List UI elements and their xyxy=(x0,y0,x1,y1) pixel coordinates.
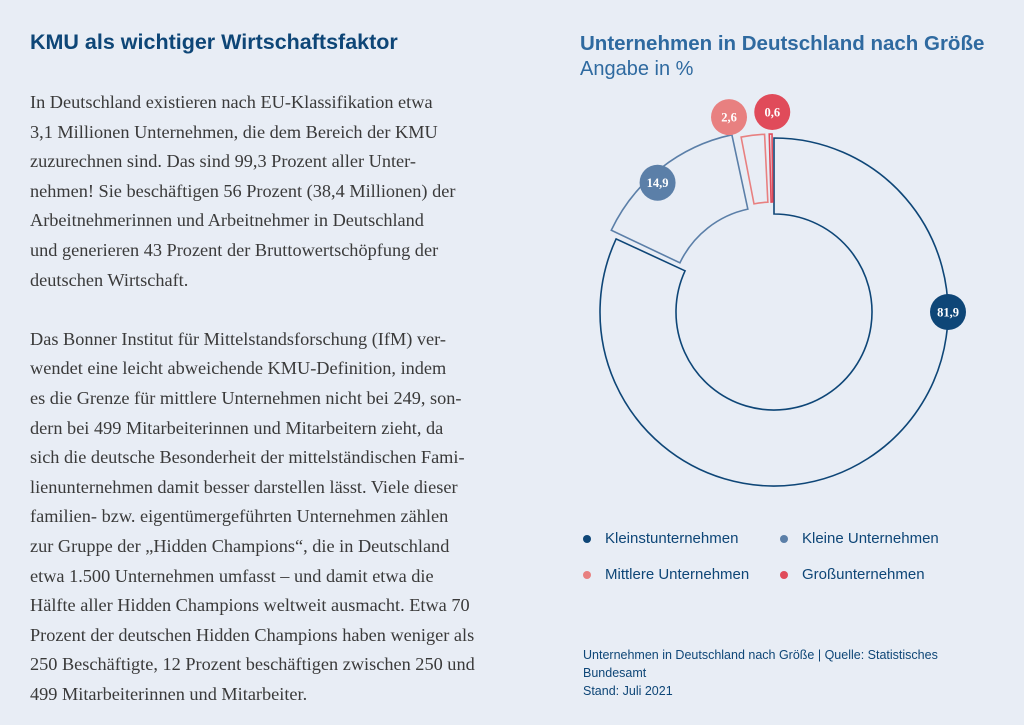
chart-subtitle: Angabe in % xyxy=(580,58,694,80)
text-line: deutschen Wirtschaft. xyxy=(30,269,189,290)
legend-dot-icon xyxy=(780,534,788,543)
donut-segment xyxy=(610,133,749,264)
text-line: sich die deutsche Besonderheit der mitte… xyxy=(30,447,465,468)
legend-dot-icon xyxy=(780,570,788,579)
paragraph: Das Bonner Institut für Mittelstandsfors… xyxy=(30,325,475,710)
text-line: zur Gruppe der „Hidden Champions“, die i… xyxy=(30,535,450,556)
source-text: Unternehmen in Deutschland nach Größe | … xyxy=(583,648,938,680)
chart-title: Unternehmen in Deutschland nach Größe xyxy=(580,32,985,55)
text-line: Prozent der deutschen Hidden Champions h… xyxy=(30,624,475,645)
value-badge xyxy=(711,99,748,136)
legend-label: Kleinstunternehmen xyxy=(605,530,739,547)
data-label: 81,9 xyxy=(937,306,959,320)
data-label: 14,9 xyxy=(647,176,669,190)
legend-label: Großunternehmen xyxy=(802,566,925,583)
data-label: 2,6 xyxy=(721,111,737,125)
legend-item: Mittlere Unternehmen xyxy=(583,566,749,583)
text-line: es die Grenze für mittlere Unternehmen n… xyxy=(30,387,462,408)
value-badge xyxy=(754,94,791,131)
chart-source: Unternehmen in Deutschland nach Größe | … xyxy=(583,646,993,700)
legend-item: Kleine Unternehmen xyxy=(780,530,939,547)
section-title: KMU als wichtiger Wirtschaftsfaktor xyxy=(30,30,398,54)
text-line: nehmen! Sie beschäftigen 56 Prozent (38,… xyxy=(30,180,456,201)
text-line: dern bei 499 Mitarbeiterinnen und Mitarb… xyxy=(30,417,444,438)
body-text: In Deutschland existieren nach EU-Klassi… xyxy=(30,88,475,709)
paragraph: In Deutschland existieren nach EU-Klassi… xyxy=(30,88,475,295)
text-line: lienunternehmen damit besser darstellen … xyxy=(30,476,458,497)
text-line: Das Bonner Institut für Mittelstandsfors… xyxy=(30,328,446,349)
legend-item: Großunternehmen xyxy=(780,566,925,583)
text-line: Arbeitnehmerinnen und Arbeitnehmer in De… xyxy=(30,210,424,231)
donut-segment xyxy=(768,133,774,203)
legend-dot-icon xyxy=(583,534,591,543)
text-line: wendet eine leicht abweichende KMU-Defin… xyxy=(30,358,447,379)
value-badge xyxy=(930,294,966,330)
text-line: zuzurechnen sind. Das sind 99,3 Prozent … xyxy=(30,151,416,172)
text-line: 3,1 Millionen Unternehmen, die dem Berei… xyxy=(30,121,438,142)
text-line: Hälfte aller Hidden Champions weltweit a… xyxy=(30,595,470,616)
legend-label: Kleine Unternehmen xyxy=(802,530,939,547)
text-line: und generieren 43 Prozent der Bruttowert… xyxy=(30,239,439,260)
text-line: familien- bzw. eigentümergeführten Unter… xyxy=(30,506,449,527)
donut-segment xyxy=(740,133,769,205)
text-line: etwa 1.500 Unternehmen umfasst – und dam… xyxy=(30,565,434,586)
legend-item: Kleinstunternehmen xyxy=(583,530,738,547)
legend-dot-icon xyxy=(583,570,591,579)
text-line: 499 Mitarbeiterinnen und Mitarbeiter. xyxy=(30,683,308,704)
legend-label: Mittlere Unternehmen xyxy=(605,566,750,583)
data-label: 0,6 xyxy=(764,106,780,120)
source-date: Stand: Juli 2021 xyxy=(583,684,673,698)
value-badge xyxy=(639,164,676,201)
text-line: 250 Beschäftigte, 12 Prozent beschäftige… xyxy=(30,654,475,675)
text-line: In Deutschland existieren nach EU-Klassi… xyxy=(30,92,433,112)
